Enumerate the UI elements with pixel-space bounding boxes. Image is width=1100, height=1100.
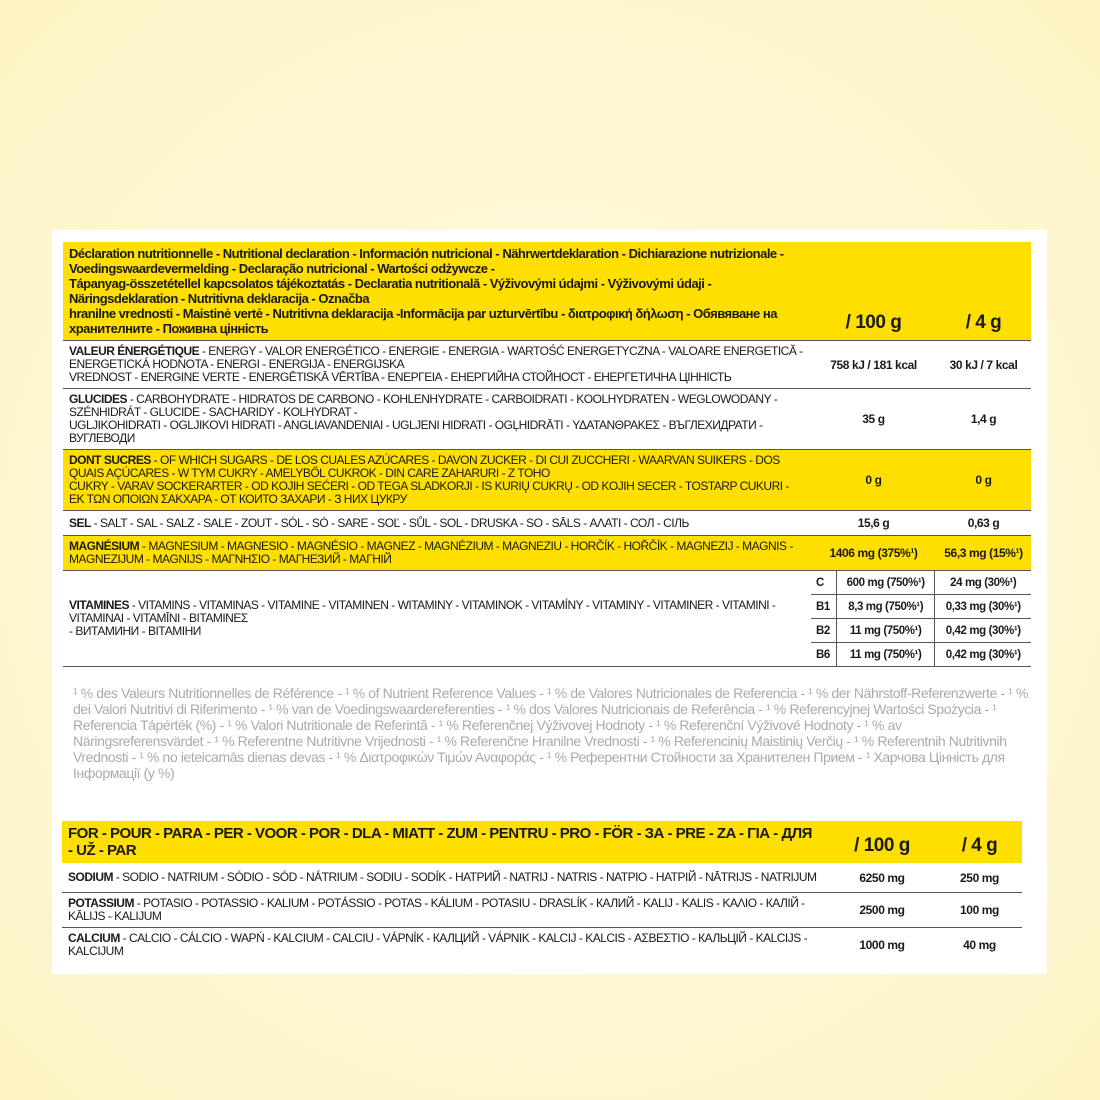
table-row-calcium: CALCIUM - CALCIO - CÁLCIO - WAPŃ - KALCI… bbox=[62, 928, 1022, 962]
reference-values-footnote: ¹ % des Valeurs Nutritionnelles de Référ… bbox=[73, 685, 1031, 781]
value-4g: 56,3 mg (15%¹) bbox=[944, 546, 1023, 560]
column-header-4g: / 4 g bbox=[961, 835, 998, 856]
table-row-magnesium: MAGNÉSIUM - MAGNESIUM - MAGNESIO - MAGNÉ… bbox=[63, 536, 1031, 571]
table-header: Déclaration nutritionnelle - Nutritional… bbox=[63, 242, 1031, 341]
table-row-sugars: DONT SUCRES - OF WHICH SUGARS - DE LOS C… bbox=[63, 450, 1031, 511]
vitamin-subtable: C 600 mg (750%¹) 24 mg (30%¹) B1 8,3 mg (75… bbox=[811, 571, 1031, 666]
table-title: Déclaration nutritionnelle - Nutritional… bbox=[63, 242, 811, 340]
value-100g: 6250 mg bbox=[859, 870, 905, 885]
title-line: Déclaration nutritionnelle - Nutritional… bbox=[69, 246, 784, 276]
row-label: DONT SUCRES - OF WHICH SUGARS - DE LOS C… bbox=[69, 453, 789, 506]
value-100g: 758 kJ / 181 kcal bbox=[830, 357, 917, 372]
table-row-salt: SEL - SALT - SAL - SALZ - SALE - ZOUT - … bbox=[63, 511, 1031, 536]
footnote-line: ¹ % des Valeurs Nutritionnelles de Référ… bbox=[73, 685, 1029, 717]
table-title: FOR - POUR - PARA - PER - VOOR - POR - D… bbox=[68, 825, 812, 859]
value-4g: 250 mg bbox=[960, 870, 999, 885]
value-100g: 1000 mg bbox=[859, 938, 905, 952]
title-line: hranilne vrednosti - Maistinė vertė - Nu… bbox=[69, 306, 777, 336]
table-row-energy: VALEUR ÉNERGÉTIQUE - ENERGY - VALOR ENER… bbox=[63, 341, 1031, 389]
value-4g: 1,4 g bbox=[970, 412, 997, 426]
value-4g: 30 kJ / 7 kcal bbox=[949, 357, 1018, 372]
value-4g: 0 g bbox=[975, 473, 992, 487]
vitamin-row: B1 8,3 mg (750%¹) 0,33 mg (30%¹) bbox=[811, 595, 1031, 619]
value-4g: 100 mg bbox=[960, 903, 999, 917]
vitamin-row: C 600 mg (750%¹) 24 mg (30%¹) bbox=[811, 571, 1031, 595]
vitamin-row: B6 11 mg (750%¹) 0,42 mg (30%¹) bbox=[811, 643, 1031, 666]
footnote-line: van de Voedingswaardereferenties - ¹ % d… bbox=[73, 701, 997, 733]
row-label: POTASSIUM - POTASIO - POTASSIO - KALIUM … bbox=[68, 896, 805, 923]
column-header-4g: / 4 g bbox=[965, 312, 1002, 333]
value-4g: 0,63 g bbox=[967, 516, 1000, 530]
column-header-100g: / 100 g bbox=[845, 312, 902, 333]
vitamin-row: B2 11 mg (750%¹) 0,42 mg (30%¹) bbox=[811, 619, 1031, 643]
row-label: SODIUM - SODIO - NATRIUM - SÓDIO - SÓD -… bbox=[68, 870, 817, 884]
row-label: SEL - SALT - SAL - SALZ - SALE - ZOUT - … bbox=[69, 515, 689, 530]
row-label: GLUCIDES - CARBOHYDRATE - HIDRATOS DE CA… bbox=[69, 392, 778, 445]
table-row-carbohydrate: GLUCIDES - CARBOHYDRATE - HIDRATOS DE CA… bbox=[63, 389, 1031, 450]
value-4g: 40 mg bbox=[963, 938, 996, 952]
row-label: CALCIUM - CALCIO - CÁLCIO - WAPŃ - KALCI… bbox=[68, 931, 808, 958]
footnote-line: Výživovej Hodnoty - ¹ % Referenční Výživ… bbox=[73, 717, 902, 749]
value-100g: 2500 mg bbox=[859, 903, 905, 917]
minerals-table: FOR - POUR - PARA - PER - VOOR - POR - D… bbox=[62, 821, 1022, 962]
table-row-potassium: POTASSIUM - POTASIO - POTASSIO - KALIUM … bbox=[62, 893, 1022, 928]
nutrition-label: Déclaration nutritionnelle - Nutritional… bbox=[52, 230, 1047, 974]
row-label: MAGNÉSIUM - MAGNESIUM - MAGNESIO - MAGNÉ… bbox=[69, 539, 793, 566]
row-label: VITAMINES - VITAMINS - VITAMINAS - VITAM… bbox=[69, 598, 776, 638]
title-line: Tápanyag-összetétellel kapcsolatos tájék… bbox=[69, 276, 712, 306]
value-100g: 1406 mg (375%¹) bbox=[829, 546, 918, 560]
nutrition-declaration-table: Déclaration nutritionnelle - Nutritional… bbox=[63, 242, 1031, 667]
table-row-sodium: SODIUM - SODIO - NATRIUM - SÓDIO - SÓD -… bbox=[62, 863, 1022, 893]
value-100g: 0 g bbox=[865, 473, 882, 487]
table-header: FOR - POUR - PARA - PER - VOOR - POR - D… bbox=[62, 821, 1022, 863]
footnote-line: Referentnih Nutritivnih Vrednosti - ¹ % … bbox=[73, 733, 1007, 781]
row-label: VALEUR ÉNERGÉTIQUE - ENERGY - VALOR ENER… bbox=[69, 344, 803, 384]
table-row-vitamins: VITAMINES - VITAMINS - VITAMINAS - VITAM… bbox=[63, 571, 1031, 667]
value-100g: 15,6 g bbox=[857, 516, 890, 530]
column-header-100g: / 100 g bbox=[854, 835, 910, 856]
value-100g: 35 g bbox=[862, 412, 885, 426]
